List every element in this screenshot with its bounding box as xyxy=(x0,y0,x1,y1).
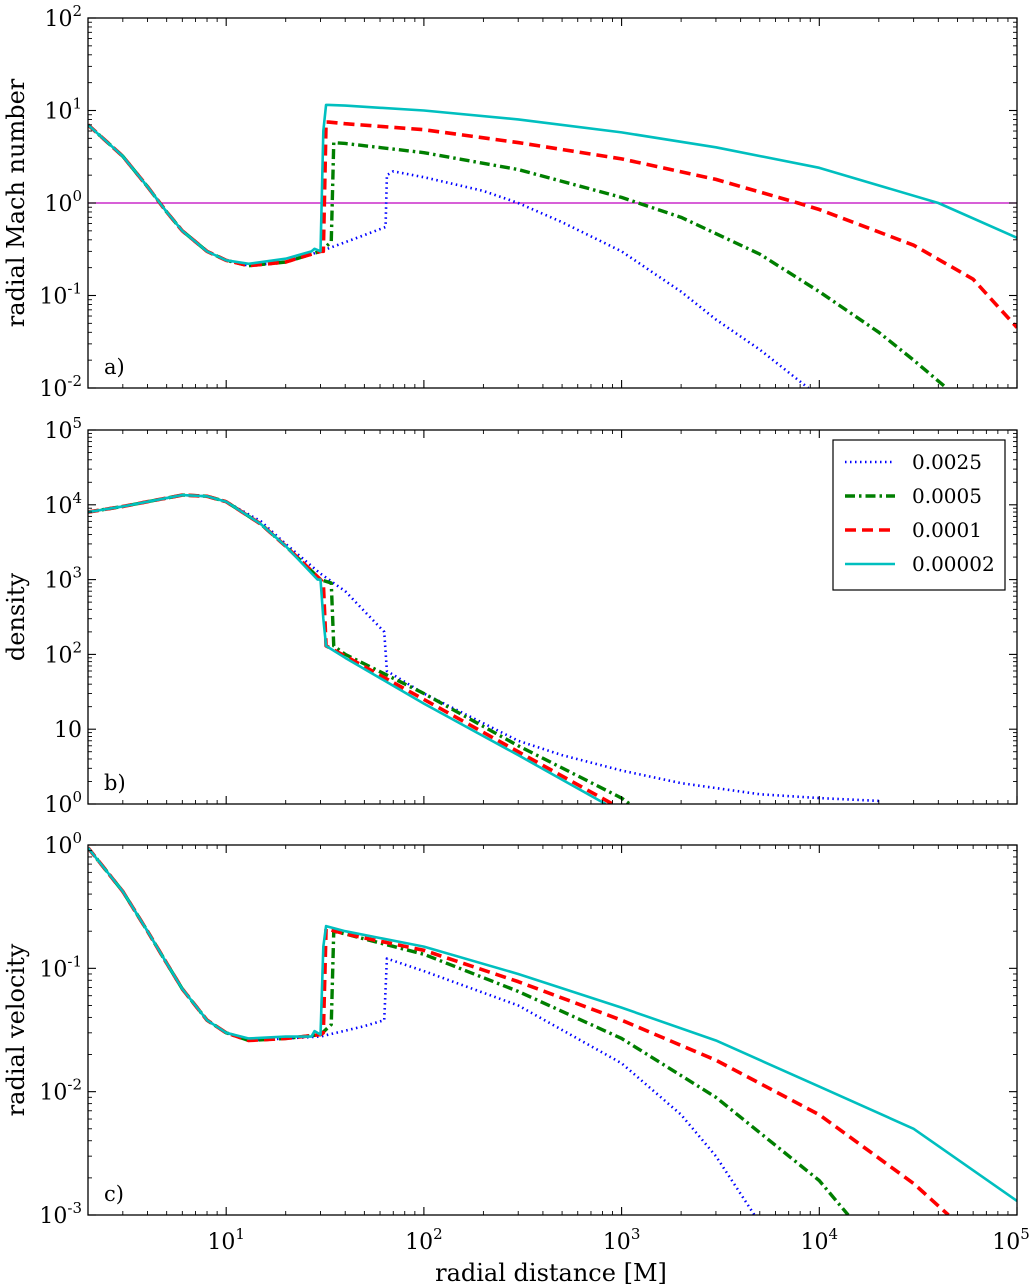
y-axis-title-density: density xyxy=(2,572,30,661)
panel-a-mach-number: 102 101 100 10-1 10-2 radial Mach number a) xyxy=(2,2,1018,402)
x-tick-label: 104 xyxy=(801,1225,839,1255)
legend-label-dashed: 0.0001 xyxy=(912,518,982,542)
legend-label-dotted: 0.0025 xyxy=(912,450,982,474)
panel-letter-velocity: c) xyxy=(104,1182,124,1206)
y-tick-label-density: 104 xyxy=(44,489,82,519)
y-tick-label-mach: 10-1 xyxy=(39,280,82,310)
y-tick-label-density: 10 xyxy=(54,718,82,743)
series-line-solid-velocity xyxy=(88,846,1017,1203)
y-tick-label-density: 105 xyxy=(44,414,82,444)
x-tick-label: 102 xyxy=(405,1225,443,1255)
y-tick-label-density: 102 xyxy=(44,638,82,668)
y-tick-label-velocity: 10-1 xyxy=(39,952,82,982)
y-tick-label-mach: 100 xyxy=(44,187,82,217)
series-line-dashdot-density xyxy=(88,493,631,804)
panel-c-radial-velocity: 100 10-1 10-2 10-3 radial velocity c) xyxy=(2,829,1018,1229)
y-ticks-mach xyxy=(88,17,1017,389)
y-tick-label-density: 103 xyxy=(44,564,82,594)
y-ticks-velocity xyxy=(88,844,1017,1216)
x-tick-label: 105 xyxy=(992,1225,1030,1255)
legend-label-solid: 0.00002 xyxy=(912,552,995,576)
axes-frame-density xyxy=(87,429,1018,805)
axes-frame-velocity xyxy=(87,844,1018,1216)
series-group xyxy=(88,493,879,804)
y-ticks-density xyxy=(88,429,1017,805)
x-ticks-density xyxy=(87,430,1018,804)
x-tick-label: 103 xyxy=(603,1225,641,1255)
y-tick-label-density: 100 xyxy=(44,788,82,818)
y-tick-label-velocity: 10-3 xyxy=(39,1199,82,1229)
series-line-solid-density xyxy=(88,493,607,804)
x-ticks-mach xyxy=(87,18,1018,388)
series-group xyxy=(88,103,1017,388)
y-tick-label-velocity: 100 xyxy=(44,829,82,859)
x-tick-label: 101 xyxy=(207,1225,245,1255)
legend-label-dashdot: 0.0005 xyxy=(912,484,982,508)
y-axis-title-velocity: radial velocity xyxy=(2,943,30,1116)
panel-b-density: 105 104 103 102 10 100 density b) xyxy=(2,414,1018,818)
legend: 0.0025 0.0005 0.0001 0.00002 xyxy=(832,439,1006,591)
x-ticks-velocity xyxy=(87,845,1018,1215)
y-tick-label-velocity: 10-2 xyxy=(39,1076,82,1106)
y-tick-label-mach: 102 xyxy=(44,2,82,32)
series-line-dotted-density xyxy=(88,493,879,803)
panel-letter-density: b) xyxy=(104,771,126,795)
x-axis-title: radial distance [M] xyxy=(435,1259,667,1286)
series-line-dashed-mach xyxy=(88,120,1017,329)
series-line-solid-mach xyxy=(88,103,1017,266)
series-group xyxy=(88,846,1017,1215)
x-tick-labels: 101 102 103 104 105 xyxy=(207,1225,1029,1255)
y-axis-title-mach: radial Mach number xyxy=(2,78,30,327)
y-tick-label-mach: 101 xyxy=(44,95,82,125)
y-tick-label-mach: 10-2 xyxy=(39,372,82,402)
legend-entries: 0.0025 0.0005 0.0001 0.00002 xyxy=(845,450,995,576)
panel-letter-mach: a) xyxy=(104,355,125,379)
